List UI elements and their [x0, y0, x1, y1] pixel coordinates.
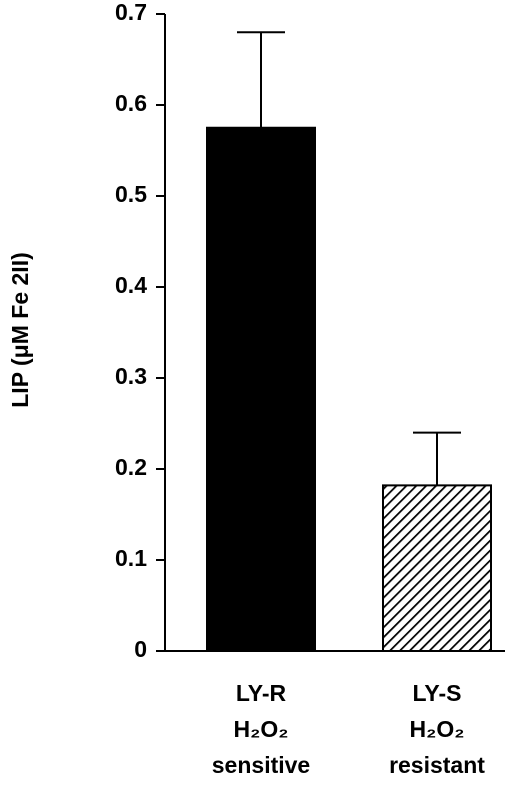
- y-tick-label: 0.7: [115, 0, 147, 25]
- x-tick-label: LY-R: [236, 680, 287, 706]
- y-tick-label: 0.2: [115, 454, 147, 480]
- y-axis-label: LIP (μM Fe 2II): [7, 252, 33, 408]
- y-tick-label: 0: [134, 636, 147, 662]
- x-tick-label: H₂O₂: [234, 716, 289, 742]
- x-tick-label: H₂O₂: [410, 716, 465, 742]
- x-tick-label: LY-S: [412, 680, 461, 706]
- x-tick-label: resistant: [389, 752, 485, 778]
- y-tick-label: 0.4: [115, 272, 147, 298]
- bar: [382, 484, 492, 652]
- y-tick-label: 0.1: [115, 545, 147, 571]
- y-tick-label: 0.6: [115, 90, 147, 116]
- bar: [206, 126, 316, 652]
- x-tick-label: sensitive: [212, 752, 310, 778]
- y-tick-label: 0.3: [115, 363, 147, 389]
- y-tick-label: 0.5: [115, 181, 147, 207]
